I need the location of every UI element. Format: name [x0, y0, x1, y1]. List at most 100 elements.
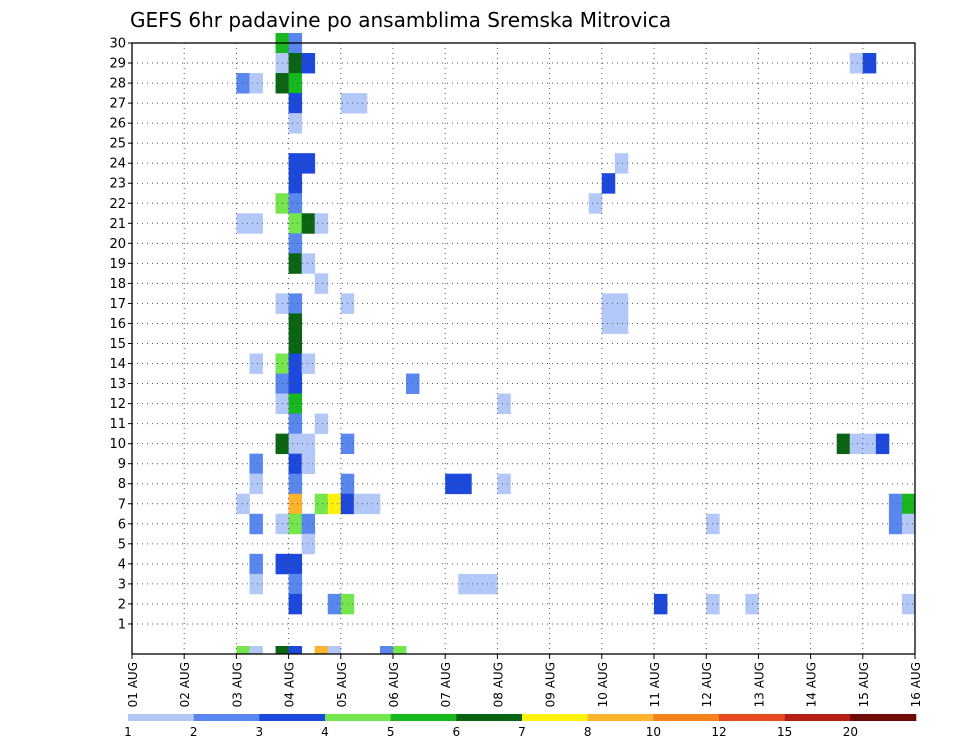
heatmap-cell: [901, 513, 916, 535]
heatmap-cell: [288, 93, 303, 114]
heatmap-cell: [497, 393, 511, 415]
heatmap-cell: [901, 593, 916, 615]
chart-title: GEFS 6hr padavine po ansamblima Sremska …: [130, 8, 671, 32]
heatmap-cell: [236, 493, 250, 515]
heatmap-cell: [471, 573, 485, 595]
heatmap-cell: [301, 433, 316, 455]
heatmap-cell: [901, 493, 916, 515]
heatmap-cell: [314, 213, 329, 234]
heatmap-cell: [288, 473, 303, 495]
heatmap-cell: [249, 553, 263, 575]
x-tick-label: 16 AUG: [909, 662, 923, 707]
y-tick-label: 15: [109, 337, 126, 352]
heatmap-cell: [288, 413, 303, 435]
heatmap-cell: [288, 193, 303, 214]
y-tick-label: 16: [109, 317, 126, 332]
colorbar-label: 5: [387, 725, 395, 739]
heatmap-cell: [288, 313, 303, 334]
colorbar-label: 3: [256, 725, 264, 739]
heatmap-cells: [236, 32, 916, 655]
y-tick-label: 9: [118, 457, 126, 472]
grid-lines: [132, 42, 916, 654]
y-tick-label: 29: [109, 57, 126, 72]
y-tick-label: 3: [118, 577, 126, 592]
y-tick-label: 27: [109, 97, 126, 112]
heatmap-cell: [288, 73, 303, 94]
colorbar-label: 12: [711, 725, 726, 739]
heatmap-cell: [288, 553, 303, 575]
y-tick-label: 30: [109, 37, 126, 52]
x-tick-label: 11 AUG: [648, 662, 662, 707]
heatmap-cell: [288, 253, 303, 274]
x-axis: 01 AUG 02 AUG 03 AUG 04 AUG 05 AUG 06 AUG 07 A…: [126, 654, 923, 707]
heatmap-cell: [301, 153, 316, 174]
y-tick-label: 4: [118, 557, 126, 572]
heatmap-cell: [314, 413, 329, 435]
y-tick-label: 1: [118, 617, 126, 632]
heatmap-cell: [458, 473, 472, 495]
colorbar-label: 8: [584, 725, 592, 739]
y-tick-label: 18: [109, 277, 126, 292]
heatmap-cell: [601, 313, 616, 334]
heatmap-cell: [458, 573, 472, 595]
y-tick-label: 5: [118, 537, 126, 552]
heatmap-cell: [288, 493, 303, 515]
heatmap-cell: [614, 313, 629, 334]
y-tick-label: 10: [109, 437, 126, 452]
y-tick-label: 12: [109, 397, 126, 412]
heatmap-cell: [301, 533, 316, 555]
y-tick-label: 26: [109, 117, 126, 132]
heatmap-cell: [614, 293, 629, 314]
y-tick-label: 23: [109, 177, 126, 192]
y-tick-label: 13: [109, 377, 126, 392]
x-tick-label: 03 AUG: [230, 662, 244, 707]
x-tick-label: 09 AUG: [544, 662, 558, 707]
colorbar-swatch: [456, 714, 523, 721]
x-tick-label: 08 AUG: [491, 662, 505, 707]
heatmap-cell: [249, 353, 263, 374]
heatmap-cell: [327, 593, 342, 615]
heatmap-cell: [445, 473, 459, 495]
y-tick-label: 8: [118, 477, 126, 492]
heatmap-cell: [327, 646, 342, 655]
colorbar-label: 15: [777, 725, 792, 739]
colorbar-label: 7: [518, 725, 526, 739]
x-tick-label: 04 AUG: [283, 662, 297, 707]
heatmap-cell: [301, 253, 316, 274]
colorbar-label: 6: [453, 725, 461, 739]
heatmap-cell: [249, 473, 263, 495]
plot-frame: [131, 42, 916, 655]
heatmap-cell: [288, 593, 303, 615]
heatmap-cell: [288, 573, 303, 595]
colorbar-swatch: [784, 714, 851, 721]
heatmap-cell: [249, 573, 263, 595]
x-tick-label: 05 AUG: [335, 662, 349, 707]
y-tick-label: 28: [109, 77, 126, 92]
colorbar-label: 4: [321, 725, 329, 739]
y-tick-label: 2: [118, 597, 126, 612]
heatmap-cell: [301, 213, 316, 234]
heatmap-cell: [301, 353, 316, 374]
colorbar: 1 2 3 4 5 6 7 8 10 12 15 20: [124, 714, 917, 739]
heatmap-cell: [862, 433, 877, 455]
y-axis: 1234567891011121314151617181920212223242…: [109, 37, 132, 632]
colorbar-swatch: [522, 714, 588, 721]
y-tick-label: 17: [109, 297, 126, 312]
heatmap-cell: [588, 193, 603, 214]
colorbar-swatch: [653, 714, 720, 721]
heatmap-cell: [275, 646, 289, 655]
heatmap-cell: [288, 233, 303, 254]
y-tick-label: 19: [109, 257, 126, 272]
y-tick-label: 7: [118, 497, 126, 512]
heatmap-cell: [249, 73, 263, 94]
heatmap-cell: [862, 53, 877, 74]
x-tick-label: 01 AUG: [126, 662, 140, 707]
heatmap-cell: [288, 293, 303, 314]
heatmap-cell: [327, 493, 342, 515]
heatmap-cell: [393, 646, 407, 655]
colorbar-swatch: [390, 714, 457, 721]
heatmap-cell: [836, 433, 851, 455]
colorbar-label: 2: [190, 725, 198, 739]
heatmap-cell: [249, 213, 263, 234]
heatmap-cell: [288, 173, 303, 194]
